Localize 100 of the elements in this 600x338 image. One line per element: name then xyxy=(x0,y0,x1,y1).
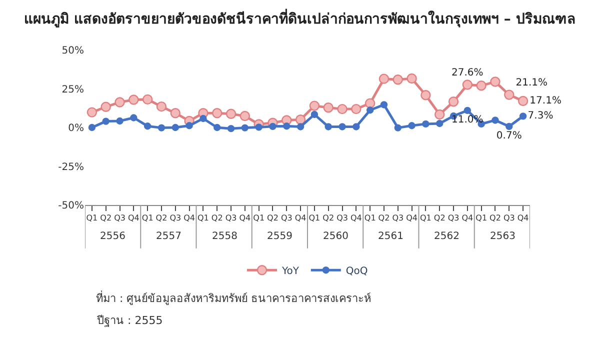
point xyxy=(130,114,138,122)
x-tick-label: Q2 xyxy=(267,214,278,223)
x-tick-label: Q4 xyxy=(517,214,529,223)
point xyxy=(364,98,376,108)
x-tick-label: Q2 xyxy=(211,214,223,223)
chart-title: แผนภูมิ แสดงอัตราขยายตัวของดัชนีราคาที่ดินเปล่าก่อนการพัฒนาในกรุงเทพฯ – ปริมณฑล xyxy=(24,8,576,28)
point xyxy=(116,117,124,125)
x-tick-label: Q3 xyxy=(392,214,404,223)
y-tick-label: 50% xyxy=(62,46,84,56)
point xyxy=(337,104,348,114)
y-tick-label: -25% xyxy=(58,162,84,173)
x-tick-label: Q4 xyxy=(184,214,195,223)
point xyxy=(462,80,473,90)
point xyxy=(518,96,528,106)
point xyxy=(100,102,111,112)
point xyxy=(296,123,304,130)
point xyxy=(490,76,500,87)
point xyxy=(283,122,290,130)
point xyxy=(352,123,360,130)
point xyxy=(102,118,110,125)
data-label: 27.6% xyxy=(452,68,484,79)
point xyxy=(406,73,417,84)
point xyxy=(200,114,207,122)
point xyxy=(255,124,262,131)
text: 2557 xyxy=(156,231,182,242)
x-tick-label: Q3 xyxy=(503,214,515,223)
point xyxy=(241,124,249,132)
point xyxy=(422,120,430,128)
point xyxy=(144,122,152,130)
x-tick-label: Q3 xyxy=(225,214,237,223)
text: 2563 xyxy=(490,231,516,242)
point xyxy=(351,104,362,114)
point xyxy=(504,90,514,100)
point xyxy=(506,122,513,130)
point xyxy=(128,94,139,105)
point xyxy=(214,124,221,132)
x-tick-label: Q4 xyxy=(406,214,418,223)
point xyxy=(476,80,486,91)
data-label: 17.1% xyxy=(530,96,562,106)
point xyxy=(519,112,527,120)
point xyxy=(170,108,180,118)
text: 2560 xyxy=(323,231,348,242)
x-tick-label: Q3 xyxy=(448,214,460,223)
x-tick-label: Q4 xyxy=(128,214,140,223)
y-tick-label: 25% xyxy=(62,84,84,96)
x-tick-label: Q1 xyxy=(86,214,98,223)
point xyxy=(408,122,416,130)
point xyxy=(324,123,332,130)
point xyxy=(392,74,403,85)
x-tick-label: Q4 xyxy=(239,214,251,223)
text: ที่มา : ศูนย์ข้อมูลอสังหาริมทรัพย์ ธนาคารอาคารสงเคราะห์ xyxy=(96,290,372,305)
x-tick-label: Q4 xyxy=(294,214,306,223)
x-tick-label: Q2 xyxy=(378,214,390,223)
point xyxy=(366,106,374,114)
text: 2559 xyxy=(267,231,292,242)
text: 2561 xyxy=(378,231,404,242)
x-tick-label: Q2 xyxy=(100,214,112,223)
x-tick-label: Q1 xyxy=(364,214,376,223)
legend-label: YoY xyxy=(281,266,300,277)
data-label: 21.1% xyxy=(516,78,548,89)
x-tick-label: Q3 xyxy=(280,214,292,223)
x-tick-label: Q3 xyxy=(336,214,348,223)
x-tick-label: Q2 xyxy=(490,214,501,223)
point xyxy=(492,116,499,124)
point xyxy=(227,124,235,132)
point xyxy=(172,124,179,132)
point xyxy=(434,109,445,120)
point xyxy=(240,110,250,122)
point xyxy=(420,90,431,100)
point xyxy=(309,100,320,111)
x-tick-label: Q4 xyxy=(350,214,362,223)
x-tick-label: Q3 xyxy=(114,214,126,223)
point xyxy=(295,114,306,125)
point xyxy=(226,108,236,119)
data-label: 0.7% xyxy=(496,130,522,142)
x-tick-label: Q2 xyxy=(434,214,446,223)
point xyxy=(436,120,444,128)
point xyxy=(323,102,334,113)
x-tick-label: Q1 xyxy=(253,214,265,223)
x-tick-label: Q1 xyxy=(308,214,320,223)
point xyxy=(114,97,125,108)
point xyxy=(380,101,388,108)
x-tick-label: Q1 xyxy=(476,214,488,223)
text: ปีฐาน : 2555 xyxy=(96,314,163,327)
point xyxy=(394,124,402,132)
point xyxy=(88,124,96,132)
x-tick-label: Q1 xyxy=(420,214,432,223)
point xyxy=(464,106,472,114)
text: 2562 xyxy=(434,231,460,242)
point xyxy=(310,110,318,118)
point xyxy=(158,124,166,132)
x-tick-label: Q2 xyxy=(156,214,168,223)
y-tick-label: 0% xyxy=(68,123,84,134)
point xyxy=(142,94,153,105)
text: 2556 xyxy=(100,231,126,242)
point xyxy=(212,108,222,118)
data-label: 7.3% xyxy=(528,110,554,122)
point xyxy=(86,107,98,118)
y-tick-label: -50% xyxy=(58,200,84,212)
x-tick-label: Q4 xyxy=(462,214,474,223)
